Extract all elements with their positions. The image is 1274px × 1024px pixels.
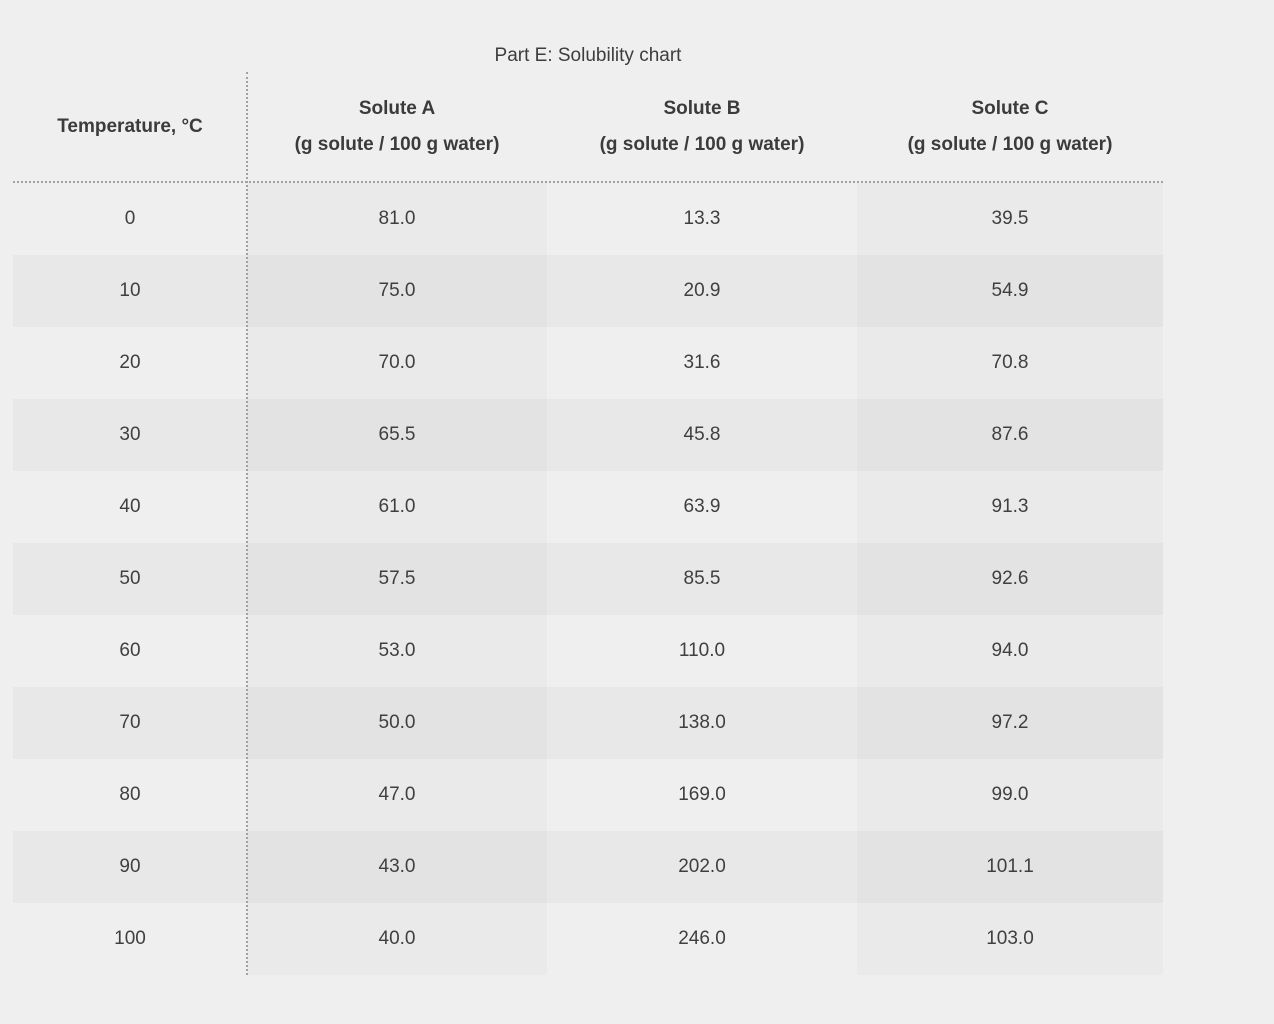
cell-solute-c: 99.0 (991, 784, 1029, 805)
cell-solute-b: 202.0 (678, 856, 726, 877)
cell-solute-c: 54.9 (991, 280, 1029, 301)
cell-temperature: 10 (119, 280, 141, 301)
header-temperature-label: Temperature, °C (57, 115, 203, 137)
cell-temperature: 40 (119, 496, 141, 517)
cell-temperature: 30 (119, 424, 141, 445)
cell-solute-c: 87.6 (991, 424, 1029, 445)
cell-solute-c: 101.1 (986, 856, 1034, 877)
table-row: 50 57.5 85.5 92.6 (13, 543, 1163, 615)
column-divider-dotted-line (246, 72, 248, 975)
table-body: 0 81.0 13.3 39.5 10 75.0 20.9 54.9 20 70.0 31.6 70.… (13, 183, 1163, 975)
cell-solute-a: 75.0 (378, 280, 416, 301)
cell-solute-b: 169.0 (678, 784, 726, 805)
cell-solute-a: 50.0 (378, 712, 416, 733)
table-row: 30 65.5 45.8 87.6 (13, 399, 1163, 471)
table-row: 40 61.0 63.9 91.3 (13, 471, 1163, 543)
header-solute-a: Solute A (g solute / 100 g water) (247, 72, 547, 181)
cell-solute-c: 103.0 (986, 928, 1034, 949)
cell-solute-b: 63.9 (683, 496, 721, 517)
cell-solute-b: 13.3 (683, 208, 721, 229)
table-row: 80 47.0 169.0 99.0 (13, 759, 1163, 831)
cell-solute-a: 40.0 (378, 928, 416, 949)
cell-solute-b: 20.9 (683, 280, 721, 301)
cell-solute-b: 85.5 (683, 568, 721, 589)
cell-solute-c: 92.6 (991, 568, 1029, 589)
cell-temperature: 90 (119, 856, 141, 877)
solubility-table: Part E: Solubility chart Temperature, °C… (13, 0, 1163, 975)
cell-solute-a: 47.0 (378, 784, 416, 805)
table-header-row: Temperature, °C Solute A (g solute / 100… (13, 72, 1163, 183)
header-solute-a-unit: (g solute / 100 g water) (294, 133, 500, 155)
table-row: 60 53.0 110.0 94.0 (13, 615, 1163, 687)
cell-temperature: 80 (119, 784, 141, 805)
header-solute-a-name: Solute A (358, 97, 436, 119)
cell-solute-a: 57.5 (378, 568, 416, 589)
header-solute-b-name: Solute B (663, 97, 741, 119)
header-solute-c-unit: (g solute / 100 g water) (907, 133, 1113, 155)
table-row: 10 75.0 20.9 54.9 (13, 255, 1163, 327)
cell-temperature: 0 (124, 208, 136, 229)
header-solute-b: Solute B (g solute / 100 g water) (547, 72, 857, 181)
cell-solute-b: 45.8 (683, 424, 721, 445)
cell-solute-a: 53.0 (378, 640, 416, 661)
header-solute-b-unit: (g solute / 100 g water) (599, 133, 805, 155)
cell-solute-c: 70.8 (991, 352, 1029, 373)
cell-solute-a: 65.5 (378, 424, 416, 445)
cell-temperature: 50 (119, 568, 141, 589)
cell-solute-a: 81.0 (378, 208, 416, 229)
cell-solute-b: 138.0 (678, 712, 726, 733)
cell-solute-c: 94.0 (991, 640, 1029, 661)
table-row: 100 40.0 246.0 103.0 (13, 903, 1163, 975)
header-solute-c-name: Solute C (971, 97, 1049, 119)
table-row: 90 43.0 202.0 101.1 (13, 831, 1163, 903)
cell-temperature: 70 (119, 712, 141, 733)
cell-solute-b: 31.6 (683, 352, 721, 373)
header-solute-c: Solute C (g solute / 100 g water) (857, 72, 1163, 181)
table-row: 70 50.0 138.0 97.2 (13, 687, 1163, 759)
cell-temperature: 100 (114, 928, 146, 949)
cell-solute-a: 61.0 (378, 496, 416, 517)
cell-solute-c: 39.5 (991, 208, 1029, 229)
cell-solute-c: 91.3 (991, 496, 1029, 517)
cell-solute-a: 43.0 (378, 856, 416, 877)
cell-solute-b: 110.0 (678, 640, 726, 661)
table-title: Part E: Solubility chart (494, 45, 682, 66)
cell-solute-a: 70.0 (378, 352, 416, 373)
cell-temperature: 20 (119, 352, 141, 373)
table-row: 0 81.0 13.3 39.5 (13, 183, 1163, 255)
cell-temperature: 60 (119, 640, 141, 661)
cell-solute-b: 246.0 (678, 928, 726, 949)
table-row: 20 70.0 31.6 70.8 (13, 327, 1163, 399)
header-temperature: Temperature, °C (13, 72, 247, 181)
cell-solute-c: 97.2 (991, 712, 1029, 733)
